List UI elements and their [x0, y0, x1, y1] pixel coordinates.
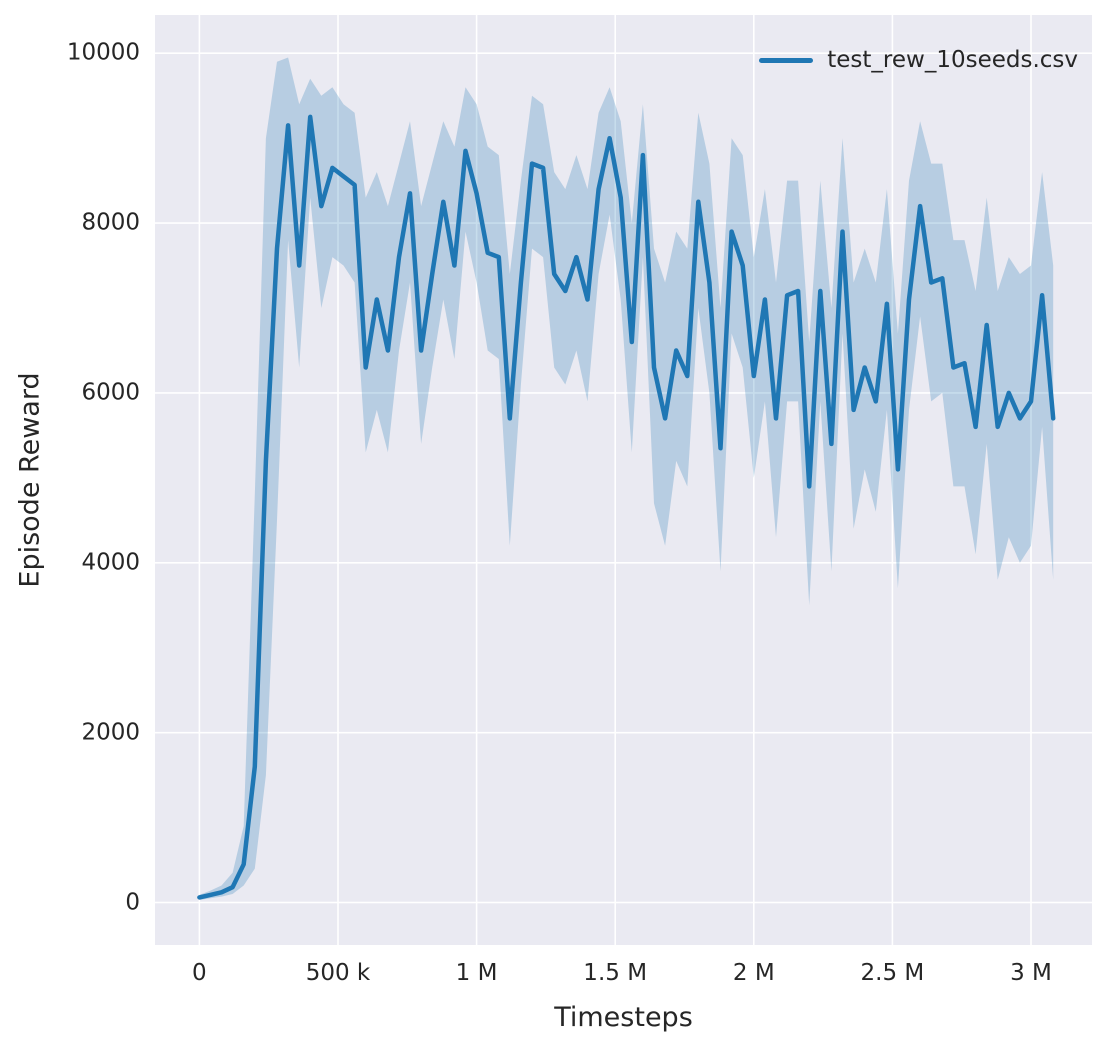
x-tick-label: 0 [192, 960, 207, 986]
x-axis-label: Timesteps [554, 1002, 693, 1033]
x-tick-label: 2.5 M [860, 960, 925, 986]
y-tick-label: 6000 [81, 379, 140, 406]
legend: test_rew_10seeds.csv [759, 47, 1078, 73]
mean-line [197, 114, 1056, 900]
plot-canvas [155, 15, 1092, 945]
x-tick-label: 1 M [455, 960, 498, 986]
y-tick-label: 0 [125, 889, 140, 916]
y-tick-label: 2000 [81, 719, 140, 746]
x-tick-label: 1.5 M [583, 960, 648, 986]
y-tick-label: 10000 [66, 39, 140, 66]
y-tick-label: 4000 [81, 549, 140, 576]
plot-area: test_rew_10seeds.csv [155, 15, 1092, 945]
y-tick-label: 8000 [81, 209, 140, 236]
x-tick-label: 2 M [732, 960, 775, 986]
legend-line-sample [759, 57, 814, 63]
x-tick-label: 3 M [1010, 960, 1052, 986]
legend-label: test_rew_10seeds.csv [827, 47, 1078, 73]
x-tick-label: 500 k [305, 960, 371, 986]
